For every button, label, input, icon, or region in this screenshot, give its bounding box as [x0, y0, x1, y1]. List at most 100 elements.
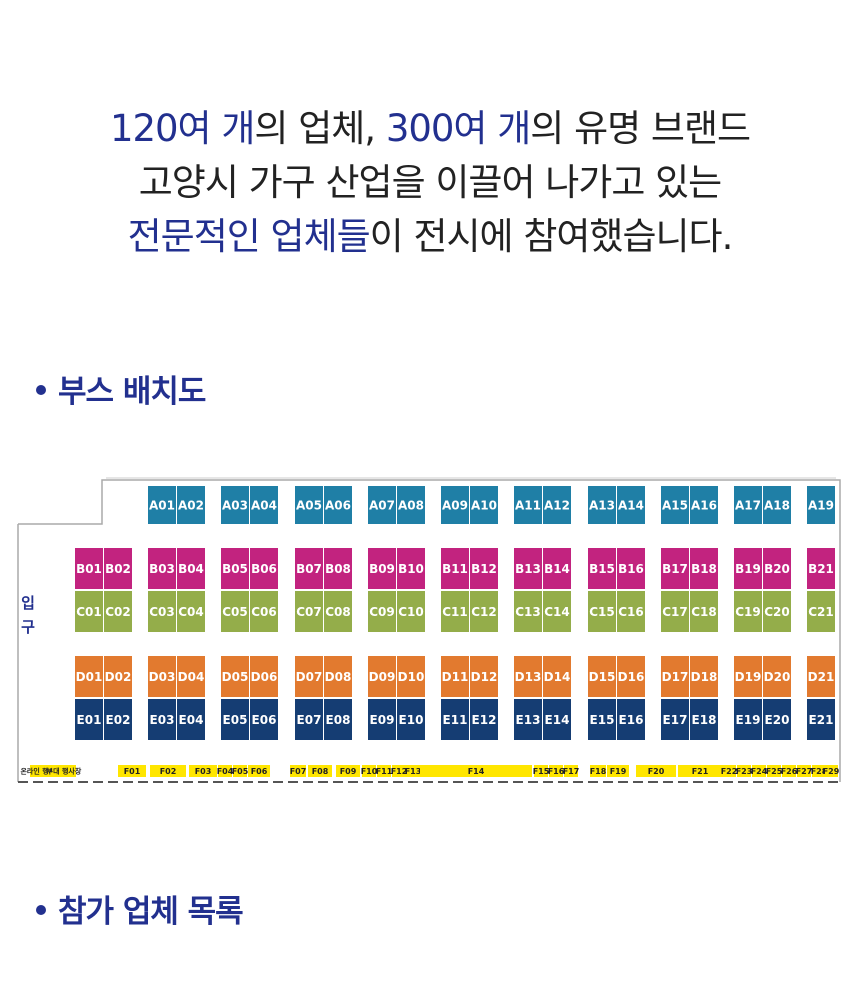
booth-f-11: F10 [361, 765, 378, 777]
booth-e11-box [441, 699, 469, 740]
booth-a17: A17 [734, 486, 762, 524]
booth-d19-label: D19 [735, 670, 762, 684]
booth-d14-box [543, 656, 571, 697]
booth-f-25-label: F24 [751, 767, 768, 776]
booth-b16: B16 [617, 548, 645, 589]
booth-c10-box [397, 591, 425, 632]
booth-b21-label: B21 [808, 562, 834, 576]
booth-c11-box [441, 591, 469, 632]
booth-f-16: F15 [533, 765, 550, 777]
booth-e08-label: E08 [326, 713, 351, 727]
booth-a15: A15 [661, 486, 689, 524]
booth-f-6-label: F05 [232, 767, 249, 776]
booth-c10-label: C10 [398, 605, 424, 619]
booth-e16-label: E16 [619, 713, 644, 727]
booth-f-4-label: F03 [195, 767, 212, 776]
booth-b09: B09 [368, 548, 396, 589]
booth-a17-box [734, 486, 762, 524]
booth-a04-label: A04 [251, 498, 277, 512]
booth-e02-label: E02 [106, 713, 131, 727]
booth-f-14-box [406, 765, 420, 777]
booth-a02-box [177, 486, 205, 524]
booth-f-30: F29 [823, 765, 840, 777]
booth-d15-label: D15 [589, 670, 616, 684]
booth-f-13: F12 [391, 765, 407, 777]
booth-c07-box [295, 591, 323, 632]
booth-a10-box [470, 486, 498, 524]
booth-d14-label: D14 [544, 670, 571, 684]
booth-c09-box [368, 591, 396, 632]
booth-a09-box [441, 486, 469, 524]
booth-c01: C01 [75, 591, 103, 632]
booth-f-22: F21 [678, 765, 722, 777]
bullet-dot-icon [36, 384, 46, 395]
booth-f-27-box [782, 765, 796, 777]
booth-b06-box [250, 548, 278, 589]
booth-d08: D08 [324, 656, 352, 697]
booth-e20-box [763, 699, 791, 740]
booth-c06-box [250, 591, 278, 632]
booth-f-30-label: F29 [823, 767, 840, 776]
booth-b07: B07 [295, 548, 323, 589]
booth-b09-box [368, 548, 396, 589]
booth-f-9-box [308, 765, 332, 777]
booth-f-30-box [824, 765, 838, 777]
booth-b04: B04 [177, 548, 205, 589]
booth-f-8-label: F07 [290, 767, 307, 776]
booth-e21-box [807, 699, 835, 740]
booth-a05-box [295, 486, 323, 524]
booth-d20: D20 [763, 656, 791, 697]
booth-b17: B17 [661, 548, 689, 589]
booth-f-18-label: F17 [563, 767, 580, 776]
booth-e07-box [295, 699, 323, 740]
booth-f-28-box [797, 765, 811, 777]
booth-a01-box [148, 486, 176, 524]
intro-company-suffix: 의 업체, [254, 107, 386, 150]
booth-f-25: F24 [751, 765, 768, 777]
booth-d17-label: D17 [662, 670, 689, 684]
booth-e13-box [514, 699, 542, 740]
booth-c18-label: C18 [691, 605, 717, 619]
booth-c10: C10 [397, 591, 425, 632]
booth-b17-box [661, 548, 689, 589]
booth-c16-box [617, 591, 645, 632]
booth-d11: D11 [441, 656, 469, 697]
booth-f-10-box [336, 765, 360, 777]
booth-b13-box [514, 548, 542, 589]
booth-b13-label: B13 [515, 562, 541, 576]
booth-f-14: F13 [405, 765, 421, 777]
booth-c02-box [104, 591, 132, 632]
booth-a03-label: A03 [222, 498, 248, 512]
booth-b01: B01 [75, 548, 103, 589]
booth-f-17-box [549, 765, 563, 777]
booth-a05-label: A05 [296, 498, 322, 512]
booth-f-20-label: F19 [610, 767, 627, 776]
booth-e15-box [588, 699, 616, 740]
booth-f-1: 부대 행사장 [47, 765, 82, 777]
booth-d18-label: D18 [691, 670, 718, 684]
booth-c04-label: C04 [178, 605, 204, 619]
booth-c13-box [514, 591, 542, 632]
booth-f-6: F05 [232, 765, 249, 777]
booth-a14: A14 [617, 486, 645, 524]
booth-b19-box [734, 548, 762, 589]
booth-e01-label: E01 [77, 713, 102, 727]
booth-d04-label: D04 [178, 670, 205, 684]
booth-b03-box [148, 548, 176, 589]
booth-a02: A02 [177, 486, 205, 524]
booth-d04: D04 [177, 656, 205, 697]
booth-a11-label: A11 [515, 498, 541, 512]
booth-d01: D01 [75, 656, 103, 697]
booth-b03-label: B03 [149, 562, 175, 576]
booth-e12-label: E12 [472, 713, 497, 727]
booth-e16-box [617, 699, 645, 740]
booth-f-5-label: F04 [217, 767, 234, 776]
booth-a08-label: A08 [398, 498, 424, 512]
booth-d13-box [514, 656, 542, 697]
booth-d02-box [104, 656, 132, 697]
booth-d19: D19 [734, 656, 762, 697]
booth-b04-box [177, 548, 205, 589]
booth-a06-box [324, 486, 352, 524]
booth-b04-label: B04 [178, 562, 204, 576]
booth-b03: B03 [148, 548, 176, 589]
